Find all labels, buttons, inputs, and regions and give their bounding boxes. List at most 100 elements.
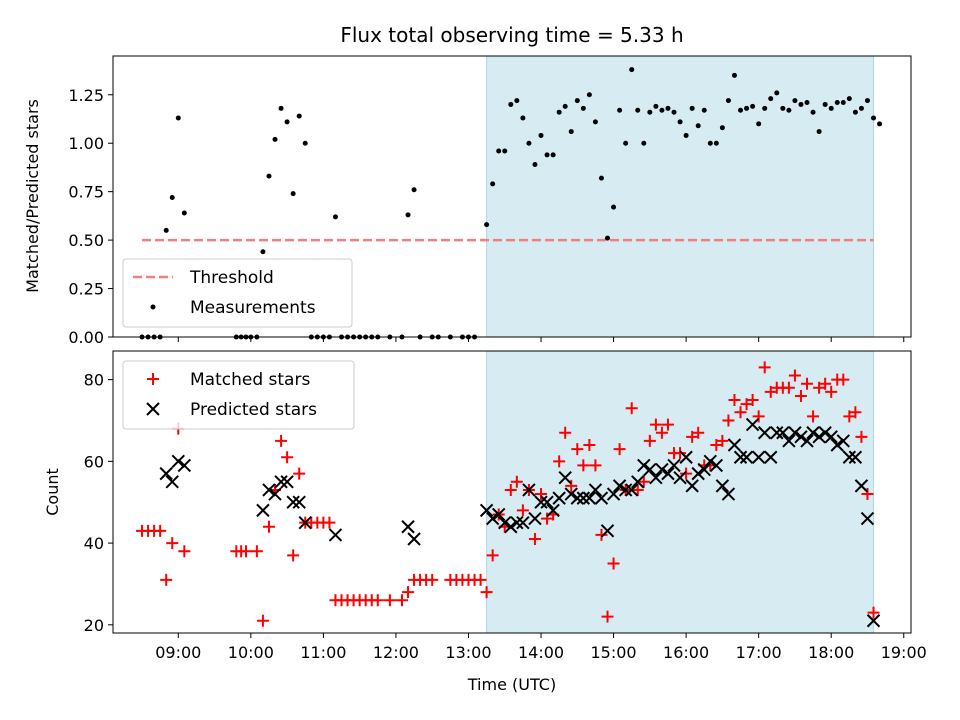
matched-stars-point <box>154 524 167 537</box>
predicted-stars-point <box>727 438 742 452</box>
x-tick-label: 11:00 <box>300 643 346 662</box>
measurements-point <box>725 98 731 104</box>
predicted-stars-point <box>594 491 609 505</box>
predicted-stars-point <box>794 430 808 444</box>
measurements-point <box>272 136 278 142</box>
predicted-stars-point <box>576 491 591 505</box>
predicted-stars-point <box>286 495 300 509</box>
matched-stars-point <box>486 549 499 562</box>
predicted-stars-point <box>854 479 869 493</box>
measurements-point <box>611 204 617 210</box>
measurements-point <box>852 109 858 115</box>
measurements-point <box>592 119 598 125</box>
matched-stars-point <box>655 426 668 439</box>
predicted-stars-point <box>280 475 294 489</box>
predicted-stars-point <box>824 430 838 444</box>
matched-stars-point <box>250 545 263 558</box>
predicted-stars-point <box>812 430 826 444</box>
matched-stars-point <box>637 475 650 488</box>
measurements-point <box>544 152 550 158</box>
predicted-stars-point <box>491 507 506 522</box>
measurements-point <box>731 72 737 78</box>
predicted-stars-point <box>643 462 657 477</box>
measurements-point <box>538 132 544 138</box>
measurements-point <box>750 103 756 109</box>
predicted-stars-point <box>558 470 572 485</box>
predicted-stars-point <box>739 450 754 464</box>
predicted-stars-point <box>401 520 415 534</box>
matched-stars-point <box>613 443 626 456</box>
observing-window-shade <box>486 55 875 338</box>
measurements-point <box>792 98 798 104</box>
measurements-point <box>332 214 338 220</box>
predicted-stars-point <box>757 426 772 440</box>
predicted-stars-point <box>479 503 494 518</box>
measurements-point <box>502 148 508 154</box>
matched-stars-point <box>849 406 862 419</box>
measurements-legend-swatch <box>150 304 156 310</box>
matched-legend-label: Matched stars <box>190 370 310 390</box>
matched-stars-point <box>281 451 294 464</box>
matched-stars-point <box>371 594 384 607</box>
predicted-stars-point <box>159 466 173 481</box>
matched-stars-point <box>686 430 699 443</box>
matched-stars-point <box>740 398 753 411</box>
measurements-point <box>496 148 502 154</box>
predicted-stars-point <box>782 434 796 448</box>
predicted-stars-point <box>764 450 778 464</box>
predicted-stars-point <box>510 515 524 530</box>
x-tick-label: 16:00 <box>663 643 709 662</box>
y-tick-label: 0.75 <box>68 183 104 202</box>
y-tick-label: 1.00 <box>68 134 104 153</box>
predicted-stars-point <box>721 487 736 501</box>
x-tick-label: 12:00 <box>373 643 419 662</box>
matched-stars-point <box>516 504 529 517</box>
matched-stars-point <box>734 406 747 419</box>
measurements-point <box>774 90 780 96</box>
measurements-point <box>484 222 490 228</box>
x-tick-label: 10:00 <box>228 643 274 662</box>
measurements-point <box>671 109 677 115</box>
measurements-point <box>296 113 302 119</box>
predicted-stars-point <box>546 503 560 518</box>
matched-stars-point <box>728 394 741 407</box>
matched-stars-point <box>710 439 723 451</box>
matched-stars-point <box>504 483 517 496</box>
predicted-stars-point <box>588 483 603 497</box>
measurements-point <box>713 140 719 146</box>
predicted-stars-point <box>256 503 270 518</box>
predicted-stars-point <box>667 458 681 473</box>
predicted-stars-point <box>848 450 863 464</box>
measurements-point <box>163 227 169 233</box>
matched-stars-point <box>692 426 705 439</box>
matched-stars-point <box>565 479 578 492</box>
measurements-point <box>635 107 641 113</box>
predicted-legend-label: Predicted stars <box>190 400 317 420</box>
predicted-stars-point <box>673 470 687 485</box>
predicted-stars-point <box>274 475 288 489</box>
matched-stars-point <box>867 606 880 619</box>
matched-stars-point <box>293 467 306 480</box>
predicted-stars-point <box>328 528 343 542</box>
y-tick-label: 0.50 <box>68 231 104 250</box>
ratio-marks <box>139 67 883 340</box>
predicted-stars-point <box>631 475 645 489</box>
predicted-stars-point <box>262 483 276 497</box>
matched-stars-point <box>782 381 795 394</box>
matched-stars-point <box>813 381 826 394</box>
matched-stars-point <box>752 410 765 423</box>
x-tick-label: 18:00 <box>808 643 854 662</box>
measurements-point <box>598 175 604 181</box>
measurements-point <box>762 105 768 111</box>
matched-stars-point <box>837 373 850 386</box>
predicted-stars-point <box>298 515 312 530</box>
x-tick-label: 14:00 <box>518 643 564 662</box>
predicted-stars-point <box>407 532 421 546</box>
count-legend: Matched stars Predicted stars <box>122 360 355 430</box>
y-tick-label: 0.00 <box>68 328 104 347</box>
matched-stars-point <box>571 443 584 456</box>
measurements-point <box>816 129 822 135</box>
measurements-point <box>526 140 532 146</box>
measurements-point <box>840 100 846 106</box>
measurements-point <box>490 181 496 187</box>
